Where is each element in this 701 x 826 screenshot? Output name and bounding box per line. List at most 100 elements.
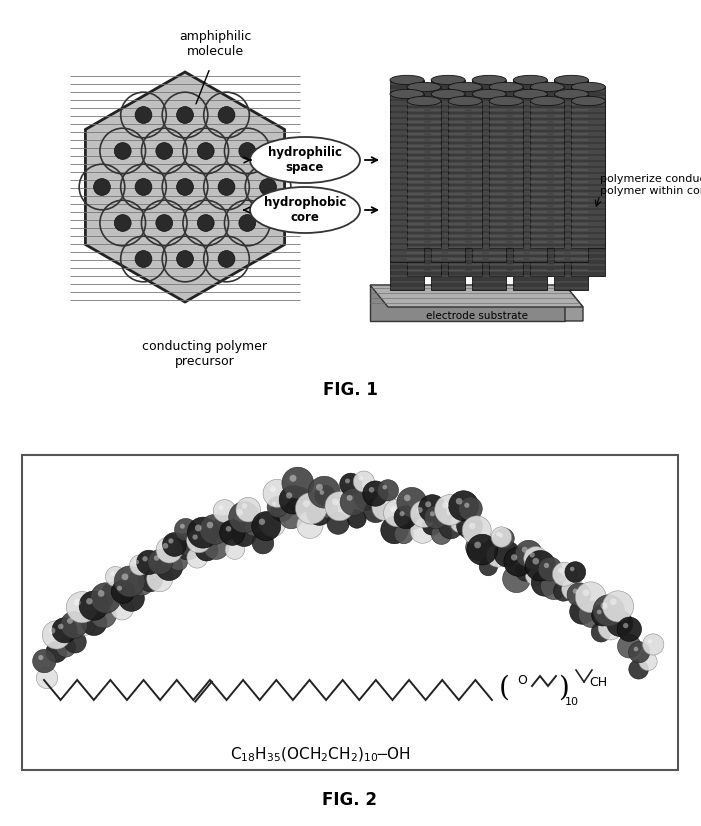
Circle shape <box>180 524 185 529</box>
Circle shape <box>93 178 110 196</box>
Circle shape <box>403 509 423 529</box>
Circle shape <box>186 529 211 553</box>
Circle shape <box>383 499 411 527</box>
Ellipse shape <box>390 75 424 85</box>
Circle shape <box>529 553 535 558</box>
Circle shape <box>196 539 218 561</box>
Circle shape <box>469 523 475 529</box>
Circle shape <box>154 555 159 561</box>
Circle shape <box>156 143 172 159</box>
Circle shape <box>290 475 297 482</box>
Circle shape <box>515 540 543 567</box>
Circle shape <box>498 533 503 538</box>
Ellipse shape <box>489 97 523 106</box>
Circle shape <box>213 515 238 540</box>
Circle shape <box>187 517 219 548</box>
Circle shape <box>271 499 293 521</box>
Circle shape <box>423 515 442 535</box>
Circle shape <box>562 578 584 601</box>
Circle shape <box>435 495 465 525</box>
Circle shape <box>46 642 67 662</box>
Circle shape <box>355 487 378 510</box>
Circle shape <box>175 534 201 560</box>
Circle shape <box>332 499 339 505</box>
Circle shape <box>417 507 423 513</box>
Circle shape <box>135 250 152 268</box>
Ellipse shape <box>250 187 360 233</box>
Circle shape <box>617 617 641 641</box>
Circle shape <box>643 634 664 655</box>
Circle shape <box>601 602 608 610</box>
Circle shape <box>390 506 396 512</box>
Circle shape <box>236 509 243 516</box>
Circle shape <box>486 544 510 567</box>
Circle shape <box>540 572 568 600</box>
Ellipse shape <box>513 89 547 98</box>
Text: electrode substrate: electrode substrate <box>426 311 527 321</box>
Circle shape <box>279 486 308 514</box>
Circle shape <box>163 533 186 557</box>
Polygon shape <box>554 80 588 290</box>
Text: hydrophilic
space: hydrophilic space <box>268 146 342 174</box>
Circle shape <box>369 487 374 492</box>
Circle shape <box>58 624 64 629</box>
Circle shape <box>383 485 387 490</box>
Circle shape <box>533 558 539 564</box>
Circle shape <box>325 491 354 521</box>
Polygon shape <box>390 80 424 290</box>
Circle shape <box>156 553 183 581</box>
Circle shape <box>578 601 605 628</box>
Text: ): ) <box>559 675 569 701</box>
Circle shape <box>279 505 303 529</box>
Circle shape <box>263 479 291 507</box>
Circle shape <box>203 534 229 559</box>
Circle shape <box>225 540 245 559</box>
Circle shape <box>306 500 332 525</box>
Circle shape <box>381 516 408 544</box>
Circle shape <box>74 599 81 606</box>
Circle shape <box>348 510 366 528</box>
Circle shape <box>259 510 285 537</box>
Circle shape <box>346 495 353 501</box>
Circle shape <box>462 515 491 545</box>
Circle shape <box>137 550 161 575</box>
Circle shape <box>629 642 650 662</box>
Circle shape <box>544 563 549 568</box>
Circle shape <box>118 586 144 611</box>
Circle shape <box>592 605 613 626</box>
Polygon shape <box>431 80 465 290</box>
Text: amphiphilic
molecule: amphiphilic molecule <box>179 30 251 58</box>
Circle shape <box>297 512 323 539</box>
Circle shape <box>156 537 182 563</box>
Polygon shape <box>472 94 506 262</box>
Text: hydrophobic
core: hydrophobic core <box>264 196 346 224</box>
Circle shape <box>168 539 174 544</box>
Circle shape <box>610 598 617 605</box>
Polygon shape <box>448 87 482 276</box>
Ellipse shape <box>554 75 588 85</box>
Circle shape <box>494 528 515 548</box>
Circle shape <box>282 468 313 499</box>
Circle shape <box>67 618 73 624</box>
Circle shape <box>200 515 229 544</box>
Circle shape <box>79 591 109 620</box>
Circle shape <box>598 615 622 640</box>
Circle shape <box>259 519 265 525</box>
Circle shape <box>267 496 288 517</box>
Text: FIG. 1: FIG. 1 <box>322 381 377 399</box>
Circle shape <box>121 573 128 580</box>
Circle shape <box>111 597 133 620</box>
Polygon shape <box>431 94 465 262</box>
Circle shape <box>639 653 657 671</box>
Circle shape <box>522 547 528 553</box>
Circle shape <box>456 513 482 539</box>
Circle shape <box>525 550 556 581</box>
Circle shape <box>74 613 96 635</box>
Text: FIG. 2: FIG. 2 <box>322 791 378 809</box>
Polygon shape <box>513 94 547 262</box>
Circle shape <box>130 555 150 575</box>
Circle shape <box>114 143 131 159</box>
FancyBboxPatch shape <box>22 455 678 770</box>
Circle shape <box>474 542 481 548</box>
Circle shape <box>316 484 323 491</box>
